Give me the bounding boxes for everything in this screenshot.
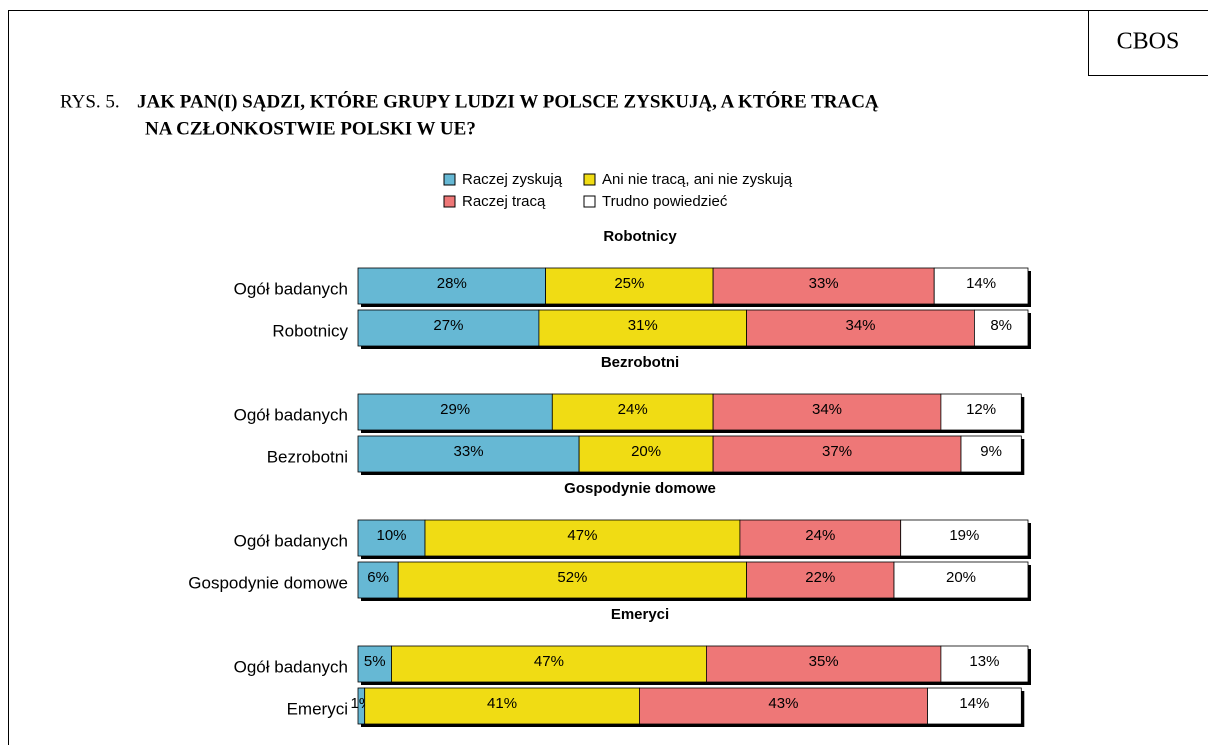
bar-segment bbox=[424, 519, 741, 557]
bar-segment bbox=[357, 267, 547, 305]
bar-segment bbox=[538, 309, 748, 347]
chart-title: NA CZŁONKOSTWIE POLSKI W UE? bbox=[145, 118, 476, 139]
legend-swatch bbox=[583, 173, 596, 186]
bar-segment bbox=[706, 645, 942, 683]
legend-label: Ani nie tracą, ani nie zyskują bbox=[602, 171, 793, 188]
value-label: 19% bbox=[949, 527, 979, 544]
bar-segment bbox=[940, 645, 1029, 683]
category-label: Gospodynie domowe bbox=[188, 573, 348, 592]
legend-label: Raczej zyskują bbox=[462, 171, 563, 188]
value-label: 34% bbox=[845, 317, 875, 334]
value-label: 33% bbox=[809, 275, 839, 292]
bar-segment bbox=[578, 435, 714, 473]
value-label: 5% bbox=[364, 653, 386, 670]
value-label: 31% bbox=[628, 317, 658, 334]
value-label: 37% bbox=[822, 443, 852, 460]
group-title: Emeryci bbox=[611, 606, 669, 623]
badge: CBOS bbox=[1117, 29, 1180, 55]
bar-segment bbox=[974, 309, 1029, 347]
legend-swatch bbox=[583, 195, 596, 208]
legend-swatch bbox=[443, 173, 456, 186]
group-title: Bezrobotni bbox=[601, 354, 679, 371]
value-label: 35% bbox=[809, 653, 839, 670]
value-label: 47% bbox=[567, 527, 597, 544]
badge-box bbox=[1088, 10, 1208, 76]
bar-segment bbox=[357, 561, 399, 599]
bar-segment bbox=[940, 393, 1022, 431]
value-label: 20% bbox=[946, 569, 976, 586]
bar-segment bbox=[357, 519, 426, 557]
value-label: 20% bbox=[631, 443, 661, 460]
bar-segment bbox=[739, 519, 902, 557]
bar-segment bbox=[357, 645, 392, 683]
value-label: 41% bbox=[487, 695, 517, 712]
legend-label: Raczej tracą bbox=[462, 193, 546, 210]
group-title: Gospodynie domowe bbox=[564, 480, 716, 497]
bar-segment bbox=[746, 561, 895, 599]
bar-segment bbox=[391, 645, 707, 683]
bar-segment bbox=[357, 309, 540, 347]
legend-swatch bbox=[443, 195, 456, 208]
bar-segment bbox=[933, 267, 1029, 305]
category-label: Ogół badanych bbox=[234, 405, 348, 424]
figure-label: RYS. 5. bbox=[60, 91, 120, 112]
bar-segment bbox=[960, 435, 1022, 473]
group-title: Robotnicy bbox=[603, 228, 677, 245]
value-label: 8% bbox=[990, 317, 1012, 334]
bar-segment bbox=[551, 393, 714, 431]
bar-segment bbox=[712, 267, 935, 305]
value-label: 24% bbox=[805, 527, 835, 544]
chart-title: JAK PAN(I) SĄDZI, KTÓRE GRUPY LUDZI W PO… bbox=[137, 90, 879, 112]
category-label: Robotnicy bbox=[272, 321, 348, 340]
value-label: 33% bbox=[454, 443, 484, 460]
bar-segment bbox=[397, 561, 748, 599]
bar-segment bbox=[357, 435, 580, 473]
legend-label: Trudno powiedzieć bbox=[602, 193, 728, 210]
frame bbox=[8, 10, 1208, 745]
value-label: 52% bbox=[557, 569, 587, 586]
category-label: Ogół badanych bbox=[234, 279, 348, 298]
bar-segment bbox=[893, 561, 1029, 599]
category-label: Bezrobotni bbox=[267, 447, 348, 466]
category-label: Ogół badanych bbox=[234, 657, 348, 676]
category-label: Emeryci bbox=[287, 699, 348, 718]
value-label: 27% bbox=[433, 317, 463, 334]
value-label: 47% bbox=[534, 653, 564, 670]
value-label: 9% bbox=[980, 443, 1002, 460]
value-label: 13% bbox=[969, 653, 999, 670]
value-label: 28% bbox=[437, 275, 467, 292]
value-label: 34% bbox=[812, 401, 842, 418]
value-label: 14% bbox=[966, 275, 996, 292]
bar-segment bbox=[712, 435, 962, 473]
bar-segment bbox=[639, 687, 928, 725]
bar-segment bbox=[746, 309, 975, 347]
value-label: 12% bbox=[966, 401, 996, 418]
value-label: 6% bbox=[367, 569, 389, 586]
bar-segment bbox=[364, 687, 640, 725]
value-label: 25% bbox=[614, 275, 644, 292]
category-label: Ogół badanych bbox=[234, 531, 348, 550]
bar-segment bbox=[927, 687, 1022, 725]
bar-segment bbox=[712, 393, 942, 431]
value-label: 22% bbox=[805, 569, 835, 586]
value-label: 43% bbox=[768, 695, 798, 712]
bar-segment bbox=[357, 393, 553, 431]
value-label: 29% bbox=[440, 401, 470, 418]
bar-segment bbox=[900, 519, 1029, 557]
value-label: 14% bbox=[959, 695, 989, 712]
value-label: 10% bbox=[376, 527, 406, 544]
value-label: 24% bbox=[618, 401, 648, 418]
